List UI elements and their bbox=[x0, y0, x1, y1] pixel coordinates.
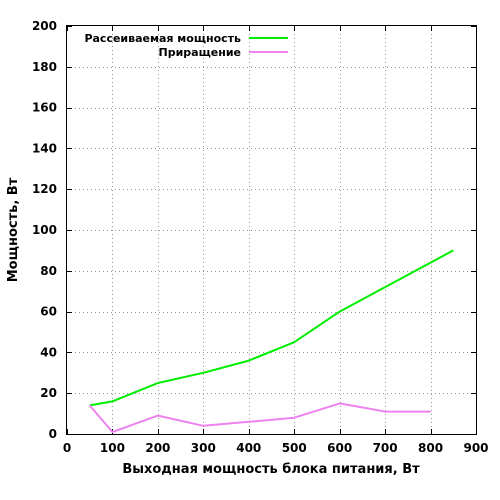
y-tick-label-10: 200 bbox=[32, 19, 57, 33]
y-tick-label-2: 40 bbox=[40, 345, 57, 359]
x-tick-label-6: 600 bbox=[327, 441, 352, 455]
axis-ticks: 0 100 200 300 400 500 600 700 800 900 0 20 40 60 80 100… bbox=[32, 19, 489, 455]
x-tick-label-3: 300 bbox=[191, 441, 216, 455]
y-tick-label-4: 80 bbox=[40, 264, 57, 278]
x-axis-title: Выходная мощность блока питания, Вт bbox=[122, 462, 420, 477]
y-tick-label-0: 0 bbox=[49, 427, 57, 441]
x-tick-label-1: 100 bbox=[100, 441, 125, 455]
grid bbox=[67, 26, 476, 434]
x-tick-label-7: 700 bbox=[373, 441, 398, 455]
legend-label-0: Рассеиваемая мощность bbox=[84, 32, 241, 45]
y-tick-label-7: 140 bbox=[32, 141, 57, 155]
x-tick-label-8: 800 bbox=[418, 441, 443, 455]
series-lines bbox=[88, 249, 454, 433]
y-tick-label-1: 20 bbox=[40, 386, 57, 400]
x-tick-label-9: 900 bbox=[463, 441, 488, 455]
x-tick-label-4: 400 bbox=[236, 441, 261, 455]
series-line-1 bbox=[88, 402, 431, 433]
y-tick-label-3: 60 bbox=[40, 305, 57, 319]
legend-label-1: Приращение bbox=[159, 46, 241, 59]
y-tick-label-5: 100 bbox=[32, 223, 57, 237]
y-tick-label-9: 180 bbox=[32, 60, 57, 74]
y-tick-label-6: 120 bbox=[32, 182, 57, 196]
x-tick-label-0: 0 bbox=[63, 441, 71, 455]
x-tick-label-2: 200 bbox=[145, 441, 170, 455]
y-tick-label-8: 160 bbox=[32, 101, 57, 115]
series-line-0 bbox=[89, 249, 454, 407]
x-tick-label-5: 500 bbox=[282, 441, 307, 455]
y-axis-title: Мощность, Вт bbox=[6, 177, 21, 282]
plot-frame bbox=[66, 25, 477, 435]
